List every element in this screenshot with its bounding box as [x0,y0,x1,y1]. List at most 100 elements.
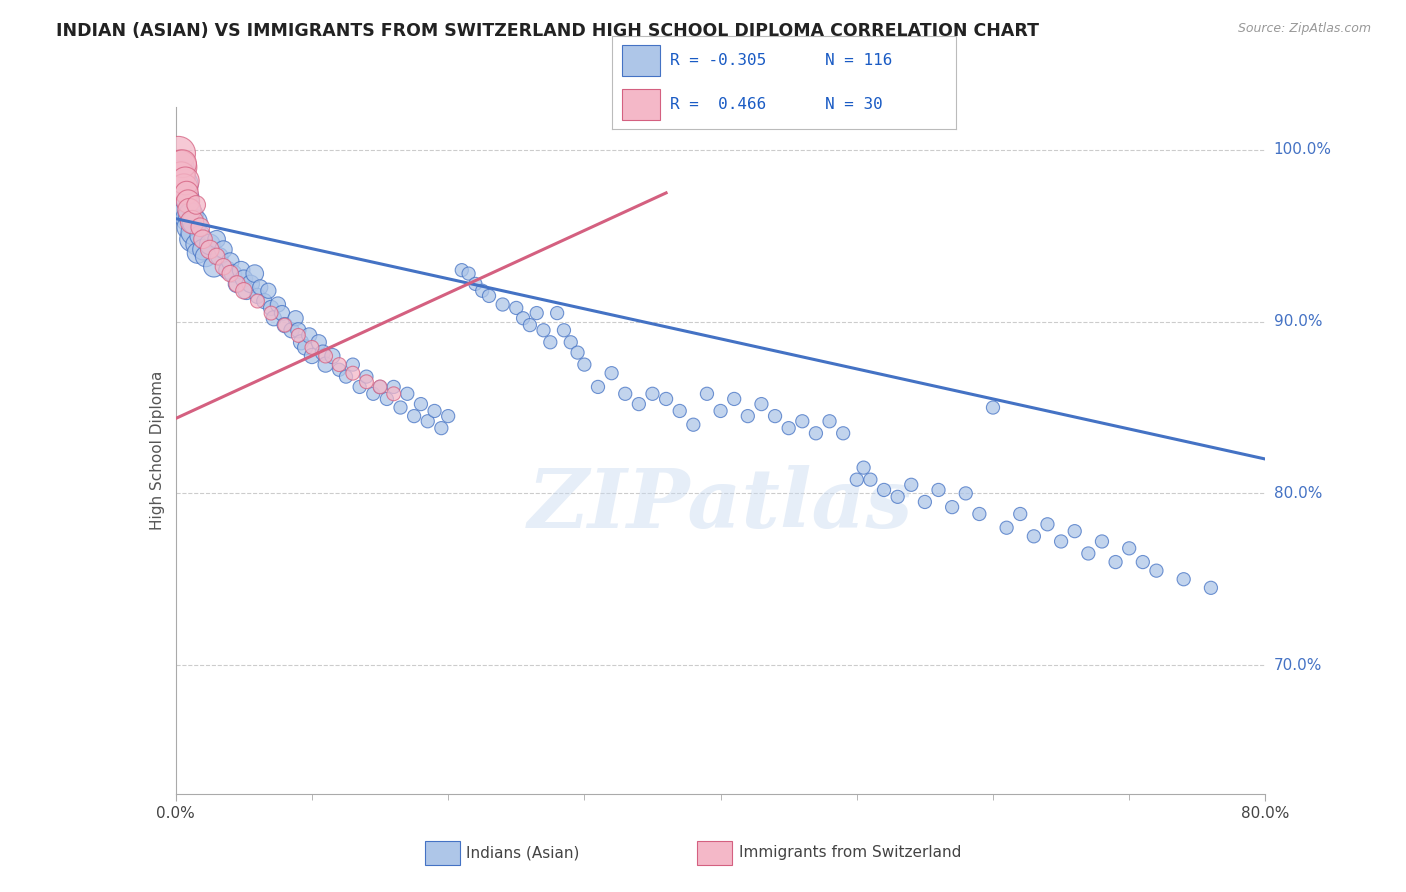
Point [450,263,472,277]
Point [239,277,262,291]
Text: 90.0%: 90.0% [1274,314,1322,329]
Point [723,392,745,406]
Point [737,409,759,424]
Point [202,260,225,274]
Point [512,311,534,326]
Point [174,202,197,217]
Point [294,340,316,354]
Point [184,215,207,229]
Point [560,335,582,350]
Point [167,160,190,174]
Point [170,169,193,183]
Point [301,349,323,363]
Point [430,421,453,435]
Text: INDIAN (ASIAN) VS IMMIGRANTS FROM SWITZERLAND HIGH SCHOOL DIPLOMA CORRELATION CH: INDIAN (ASIAN) VS IMMIGRANTS FROM SWITZE… [56,22,1039,40]
Point [226,277,249,291]
Point [457,267,479,281]
Point [186,246,209,260]
Point [1091,534,1114,549]
Point [260,301,283,315]
Point [169,169,191,183]
Text: R = -0.305: R = -0.305 [671,54,766,69]
Point [1063,524,1085,538]
Point [219,254,242,268]
Point [416,414,439,428]
Point [180,208,202,222]
Point [471,284,494,298]
Point [423,404,446,418]
Point [553,323,575,337]
Point [226,277,249,291]
Point [191,243,214,257]
Point [900,477,922,491]
Text: 70.0%: 70.0% [1274,657,1322,673]
Point [315,349,337,363]
Text: 80.0%: 80.0% [1274,486,1322,501]
Point [243,267,266,281]
Point [981,401,1004,415]
Point [356,369,378,384]
Point [349,380,371,394]
Text: N = 116: N = 116 [825,54,893,69]
Point [191,232,214,246]
Point [382,386,405,401]
Point [368,380,391,394]
Text: ZIPatlas: ZIPatlas [527,466,914,545]
Point [389,401,412,415]
Point [172,178,194,192]
Point [1144,564,1167,578]
Point [995,521,1018,535]
Point [818,414,841,428]
Point [328,358,350,372]
Point [1104,555,1126,569]
Point [546,306,568,320]
Point [1050,534,1073,549]
Point [492,297,515,311]
Point [177,211,200,226]
Point [287,323,309,337]
Point [257,284,280,298]
Point [267,297,290,311]
Point [271,306,294,320]
Point [328,363,350,377]
Point [1077,546,1099,561]
Point [287,328,309,343]
Point [280,323,302,337]
Point [219,267,242,281]
Point [1036,517,1059,532]
Point [928,483,950,497]
Point [437,409,460,424]
Point [222,267,245,281]
Point [804,426,827,441]
Point [873,483,896,497]
Point [600,366,623,380]
Point [183,226,205,240]
Point [253,294,276,309]
Point [232,271,254,285]
Point [188,220,211,235]
Point [567,345,589,359]
Point [174,174,197,188]
Point [574,358,596,372]
Point [955,486,977,500]
Point [751,397,773,411]
Bar [426,841,460,864]
Point [505,301,527,315]
Point [176,191,198,205]
Point [1118,541,1140,556]
Point [212,260,235,274]
Point [1022,529,1045,543]
Point [315,358,337,372]
Point [342,358,364,372]
Point [845,473,868,487]
Point [763,409,786,424]
Point [179,220,201,235]
Point [212,243,235,257]
Point [176,186,198,200]
Point [1132,555,1154,569]
Point [586,380,609,394]
Point [284,311,307,326]
Point [1173,572,1195,586]
Point [194,249,217,263]
Point [231,263,253,277]
